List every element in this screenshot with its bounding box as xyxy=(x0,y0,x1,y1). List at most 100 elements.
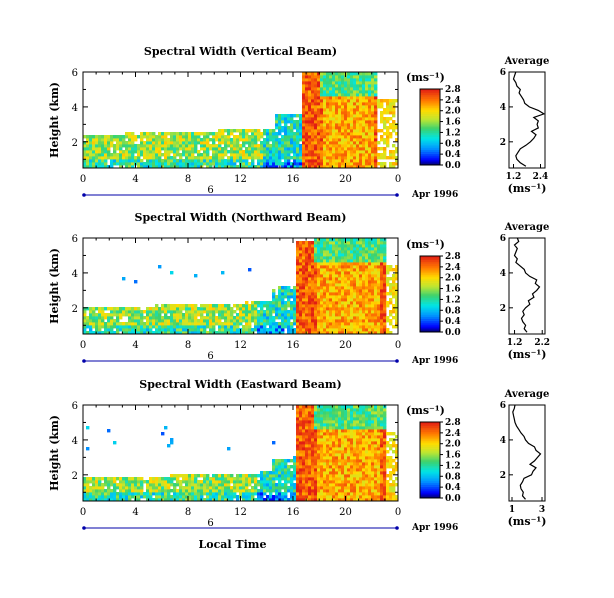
heatmap-cell xyxy=(275,459,279,463)
heatmap-cell xyxy=(341,120,345,124)
heatmap-cell xyxy=(356,99,360,103)
heatmap-cell xyxy=(302,259,306,263)
heatmap-cell xyxy=(362,247,366,251)
heatmap-cell xyxy=(269,301,273,305)
heatmap-cell xyxy=(338,105,342,109)
heatmap-cell xyxy=(308,292,312,296)
heatmap-cell xyxy=(314,444,318,448)
heatmap-cell xyxy=(308,105,312,109)
heatmap-cell xyxy=(281,325,285,329)
heatmap-cell xyxy=(344,319,348,323)
heatmap-cell xyxy=(227,480,231,484)
heatmap-cell xyxy=(395,319,399,323)
heatmap-cell xyxy=(395,99,399,103)
heatmap-cell xyxy=(362,165,366,169)
heatmap-cell xyxy=(230,474,234,478)
heatmap-cell xyxy=(233,153,237,157)
heatmap-cell xyxy=(140,150,144,154)
heatmap-cell xyxy=(233,489,237,493)
heatmap-cell xyxy=(323,117,327,121)
heatmap-cell xyxy=(143,492,147,496)
heatmap-cell xyxy=(299,322,303,326)
heatmap-cell xyxy=(320,414,324,418)
heatmap-cell xyxy=(335,156,339,160)
heatmap-cell xyxy=(359,90,363,94)
heatmap-cell xyxy=(95,141,99,145)
heatmap-cell xyxy=(104,331,108,335)
heatmap-cell xyxy=(347,84,351,88)
heatmap-cell xyxy=(275,126,279,130)
heatmap-cell xyxy=(308,331,312,335)
heatmap-cell xyxy=(326,486,330,490)
heatmap-cell xyxy=(155,138,159,142)
heatmap-cell xyxy=(86,138,90,142)
heatmap-cell xyxy=(356,319,360,323)
heatmap-cell xyxy=(392,162,396,166)
heatmap-cell xyxy=(263,132,267,136)
heatmap-cell xyxy=(284,480,288,484)
heatmap-cell xyxy=(260,165,264,169)
heatmap-cell xyxy=(341,495,345,499)
colorbar-swatch xyxy=(420,273,440,276)
heatmap-cell xyxy=(302,432,306,436)
heatmap-cell xyxy=(122,141,126,145)
heatmap-cell xyxy=(341,492,345,496)
heatmap-cell xyxy=(284,313,288,317)
heatmap-cell xyxy=(317,244,321,248)
heatmap-cell xyxy=(308,283,312,287)
heatmap-cell xyxy=(362,307,366,311)
heatmap-cell xyxy=(338,414,342,418)
heatmap-cell xyxy=(383,120,387,124)
heatmap-cell xyxy=(392,111,396,115)
heatmap-cell xyxy=(245,150,249,154)
heatmap-cell xyxy=(320,162,324,166)
heatmap-cell xyxy=(281,316,285,320)
heatmap-cell xyxy=(368,307,372,311)
heatmap-cell xyxy=(314,492,318,496)
heatmap-cell xyxy=(95,159,99,163)
heatmap-cell xyxy=(194,165,198,169)
heatmap-cell xyxy=(149,153,153,157)
heatmap-cell xyxy=(212,486,216,490)
heatmap-cell xyxy=(257,316,261,320)
heatmap-cell xyxy=(317,289,321,293)
heatmap-cell xyxy=(341,286,345,290)
heatmap-cell xyxy=(266,153,270,157)
heatmap-cell xyxy=(164,150,168,154)
heatmap-cell xyxy=(356,259,360,263)
heatmap-cell xyxy=(344,105,348,109)
heatmap-cell xyxy=(278,325,282,329)
heatmap-cell xyxy=(338,102,342,106)
heatmap-cell xyxy=(125,165,129,169)
heatmap-cell xyxy=(272,459,276,463)
heatmap-cell xyxy=(347,153,351,157)
heatmap-cell xyxy=(170,316,174,320)
heatmap-cell xyxy=(272,292,276,296)
heatmap-cell xyxy=(293,316,297,320)
heatmap-cell xyxy=(365,93,369,97)
profile-line xyxy=(513,237,541,333)
heatmap-cell xyxy=(338,438,342,442)
heatmap-cell xyxy=(353,141,357,145)
heatmap-cell xyxy=(89,156,93,160)
heatmap-cell xyxy=(338,498,342,502)
heatmap-cell xyxy=(251,489,255,493)
heatmap-cell xyxy=(275,301,279,305)
heatmap-cell xyxy=(353,165,357,169)
heatmap-cell xyxy=(380,304,384,308)
heatmap-cell xyxy=(170,132,174,136)
heatmap-cell xyxy=(311,316,315,320)
heatmap-cell xyxy=(260,316,264,320)
heatmap-cell xyxy=(194,322,198,326)
heatmap-cell xyxy=(338,489,342,493)
heatmap-cell xyxy=(245,307,249,311)
heatmap-cell xyxy=(359,268,363,272)
heatmap-cell xyxy=(164,328,168,332)
heatmap-cell xyxy=(314,408,318,412)
heatmap-cell xyxy=(326,144,330,148)
heatmap-cell xyxy=(86,141,90,145)
heatmap-cell xyxy=(143,147,147,151)
heatmap-cell xyxy=(188,313,192,317)
heatmap-cell xyxy=(161,495,165,499)
heatmap-cell xyxy=(128,489,132,493)
